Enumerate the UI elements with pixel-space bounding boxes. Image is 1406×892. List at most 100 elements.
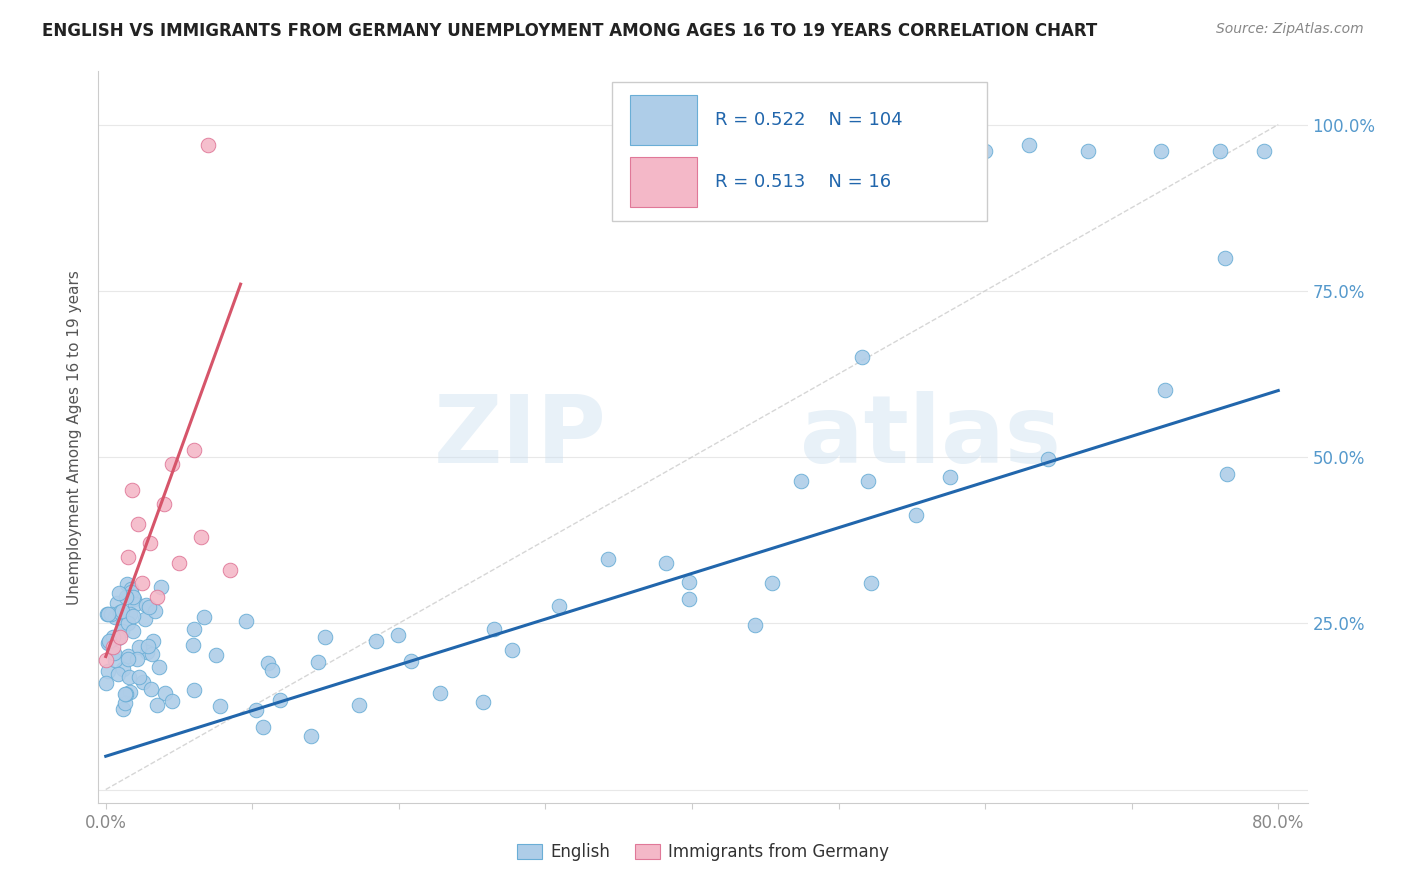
Point xyxy=(905,508,928,523)
Bar xyxy=(630,157,697,207)
Point xyxy=(269,693,291,707)
Point xyxy=(96,607,118,622)
Point xyxy=(105,597,128,611)
Point xyxy=(938,469,960,483)
Point xyxy=(134,612,156,626)
Point xyxy=(1208,144,1230,158)
Point xyxy=(204,648,226,662)
Point xyxy=(162,694,184,708)
Point xyxy=(117,615,139,630)
Point xyxy=(387,628,409,642)
Point xyxy=(790,474,813,488)
Point xyxy=(111,604,134,618)
Point xyxy=(859,575,882,590)
Point xyxy=(117,652,139,666)
Point xyxy=(97,636,120,650)
Point xyxy=(501,643,523,657)
Point xyxy=(121,483,143,498)
Legend: English, Immigrants from Germany: English, Immigrants from Germany xyxy=(510,837,896,868)
Text: R = 0.522    N = 104: R = 0.522 N = 104 xyxy=(716,112,903,129)
Point xyxy=(655,557,678,571)
Point xyxy=(103,646,125,660)
Point xyxy=(260,663,283,677)
Point xyxy=(183,682,205,697)
Point xyxy=(97,664,120,678)
Text: ZIP: ZIP xyxy=(433,391,606,483)
Point xyxy=(1077,144,1099,158)
Point xyxy=(193,610,215,624)
Point xyxy=(115,577,138,591)
Point xyxy=(128,670,150,684)
Point xyxy=(197,137,219,152)
Point xyxy=(429,686,451,700)
Point xyxy=(364,634,387,648)
Point xyxy=(314,630,336,644)
Point xyxy=(94,653,117,667)
Point xyxy=(127,516,149,531)
Point xyxy=(143,603,166,617)
Point xyxy=(208,698,231,713)
Point xyxy=(183,443,205,458)
Point xyxy=(122,591,145,605)
Point xyxy=(858,474,880,488)
Point xyxy=(118,670,141,684)
Point xyxy=(245,703,267,717)
Point xyxy=(101,640,124,654)
Point xyxy=(252,720,274,734)
Point xyxy=(1216,467,1239,482)
Point xyxy=(120,582,142,596)
Point xyxy=(120,585,142,599)
Point xyxy=(97,607,120,622)
Point xyxy=(100,607,122,621)
Point xyxy=(136,644,159,658)
Point xyxy=(115,590,138,604)
Point xyxy=(101,630,124,644)
Point xyxy=(401,654,423,668)
Point xyxy=(125,651,148,665)
Point xyxy=(181,638,204,652)
Point xyxy=(108,586,131,600)
Point xyxy=(118,685,141,699)
Point xyxy=(104,609,127,624)
Point xyxy=(145,698,167,712)
Point xyxy=(148,660,170,674)
Text: ENGLISH VS IMMIGRANTS FROM GERMANY UNEMPLOYMENT AMONG AGES 16 TO 19 YEARS CORREL: ENGLISH VS IMMIGRANTS FROM GERMANY UNEMP… xyxy=(42,22,1098,40)
Point xyxy=(107,666,129,681)
Point xyxy=(111,616,134,631)
Point xyxy=(851,351,873,365)
Y-axis label: Unemployment Among Ages 16 to 19 years: Unemployment Among Ages 16 to 19 years xyxy=(67,269,83,605)
Point xyxy=(139,682,162,697)
Point xyxy=(111,624,134,638)
Point xyxy=(1150,144,1173,158)
Point xyxy=(110,630,132,644)
Point xyxy=(124,597,146,611)
Point xyxy=(128,640,150,655)
Point xyxy=(1213,251,1236,265)
Point xyxy=(120,607,142,622)
Point xyxy=(301,729,323,743)
Point xyxy=(138,536,160,550)
Point xyxy=(183,622,205,636)
Point xyxy=(117,649,139,664)
Point xyxy=(160,457,183,471)
Bar xyxy=(630,95,697,145)
Point xyxy=(257,656,280,670)
Point xyxy=(167,557,190,571)
Point xyxy=(153,497,176,511)
Point xyxy=(678,575,700,590)
Point xyxy=(121,624,143,638)
Point xyxy=(547,599,569,614)
Point xyxy=(122,592,145,607)
Point xyxy=(103,653,125,667)
Text: atlas: atlas xyxy=(800,391,1060,483)
Point xyxy=(974,144,997,158)
Point xyxy=(761,575,783,590)
Point xyxy=(112,662,135,676)
Text: R = 0.513    N = 16: R = 0.513 N = 16 xyxy=(716,173,891,191)
Point xyxy=(131,675,153,690)
Point xyxy=(117,549,139,564)
Point xyxy=(1018,137,1040,152)
Point xyxy=(235,615,257,629)
Point xyxy=(472,695,495,709)
Point xyxy=(1253,144,1275,158)
